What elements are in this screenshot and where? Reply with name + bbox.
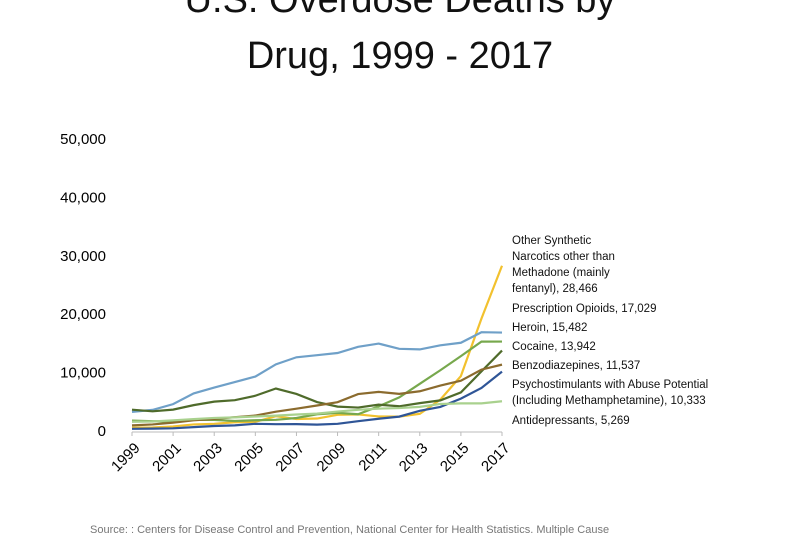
series-label: Antidepressants, 5,269 [512, 415, 630, 427]
series-label: Other Synthetic Narcotics other than Met… [512, 235, 615, 295]
x-tick-label: 2007 [272, 440, 308, 476]
x-tick-label: 2005 [231, 440, 267, 476]
x-tick-label: 2013 [396, 440, 432, 476]
x-tick-label: 2003 [190, 440, 226, 476]
x-tick-label: 2017 [478, 440, 514, 476]
x-tick-label: 2009 [314, 440, 350, 476]
y-tick-label: 0 [98, 423, 106, 440]
series-label: Psychostimulants with Abuse Potential (I… [512, 379, 709, 407]
chart-title: U.S. Overdose Deaths by Drug, 1999 - 201… [184, 0, 616, 77]
y-tick-label: 30,000 [60, 248, 106, 265]
y-tick-label: 40,000 [60, 189, 106, 206]
series-label: Benzodiazepines, 11,537 [512, 360, 641, 372]
series-line [131, 349, 503, 413]
series-label: Prescription Opioids, 17,029 [512, 303, 657, 315]
series-line [131, 340, 503, 423]
series-label: Cocaine, 13,942 [512, 341, 596, 353]
y-tick-label: 50,000 [60, 131, 106, 148]
x-tick-label: 2011 [355, 440, 390, 475]
series-line [131, 331, 503, 413]
y-tick-label: 20,000 [60, 306, 106, 323]
x-tick-label: 2015 [437, 440, 473, 476]
series-label: Heroin, 15,482 [512, 322, 588, 334]
series-line [131, 363, 503, 427]
y-tick-label: 10,000 [60, 365, 106, 382]
series-line [131, 370, 503, 430]
x-tick-label: 2001 [149, 440, 185, 476]
series-line [131, 400, 503, 423]
source-note: Source: : Centers for Disease Control an… [90, 524, 610, 536]
x-tick-label: 1999 [108, 440, 144, 476]
